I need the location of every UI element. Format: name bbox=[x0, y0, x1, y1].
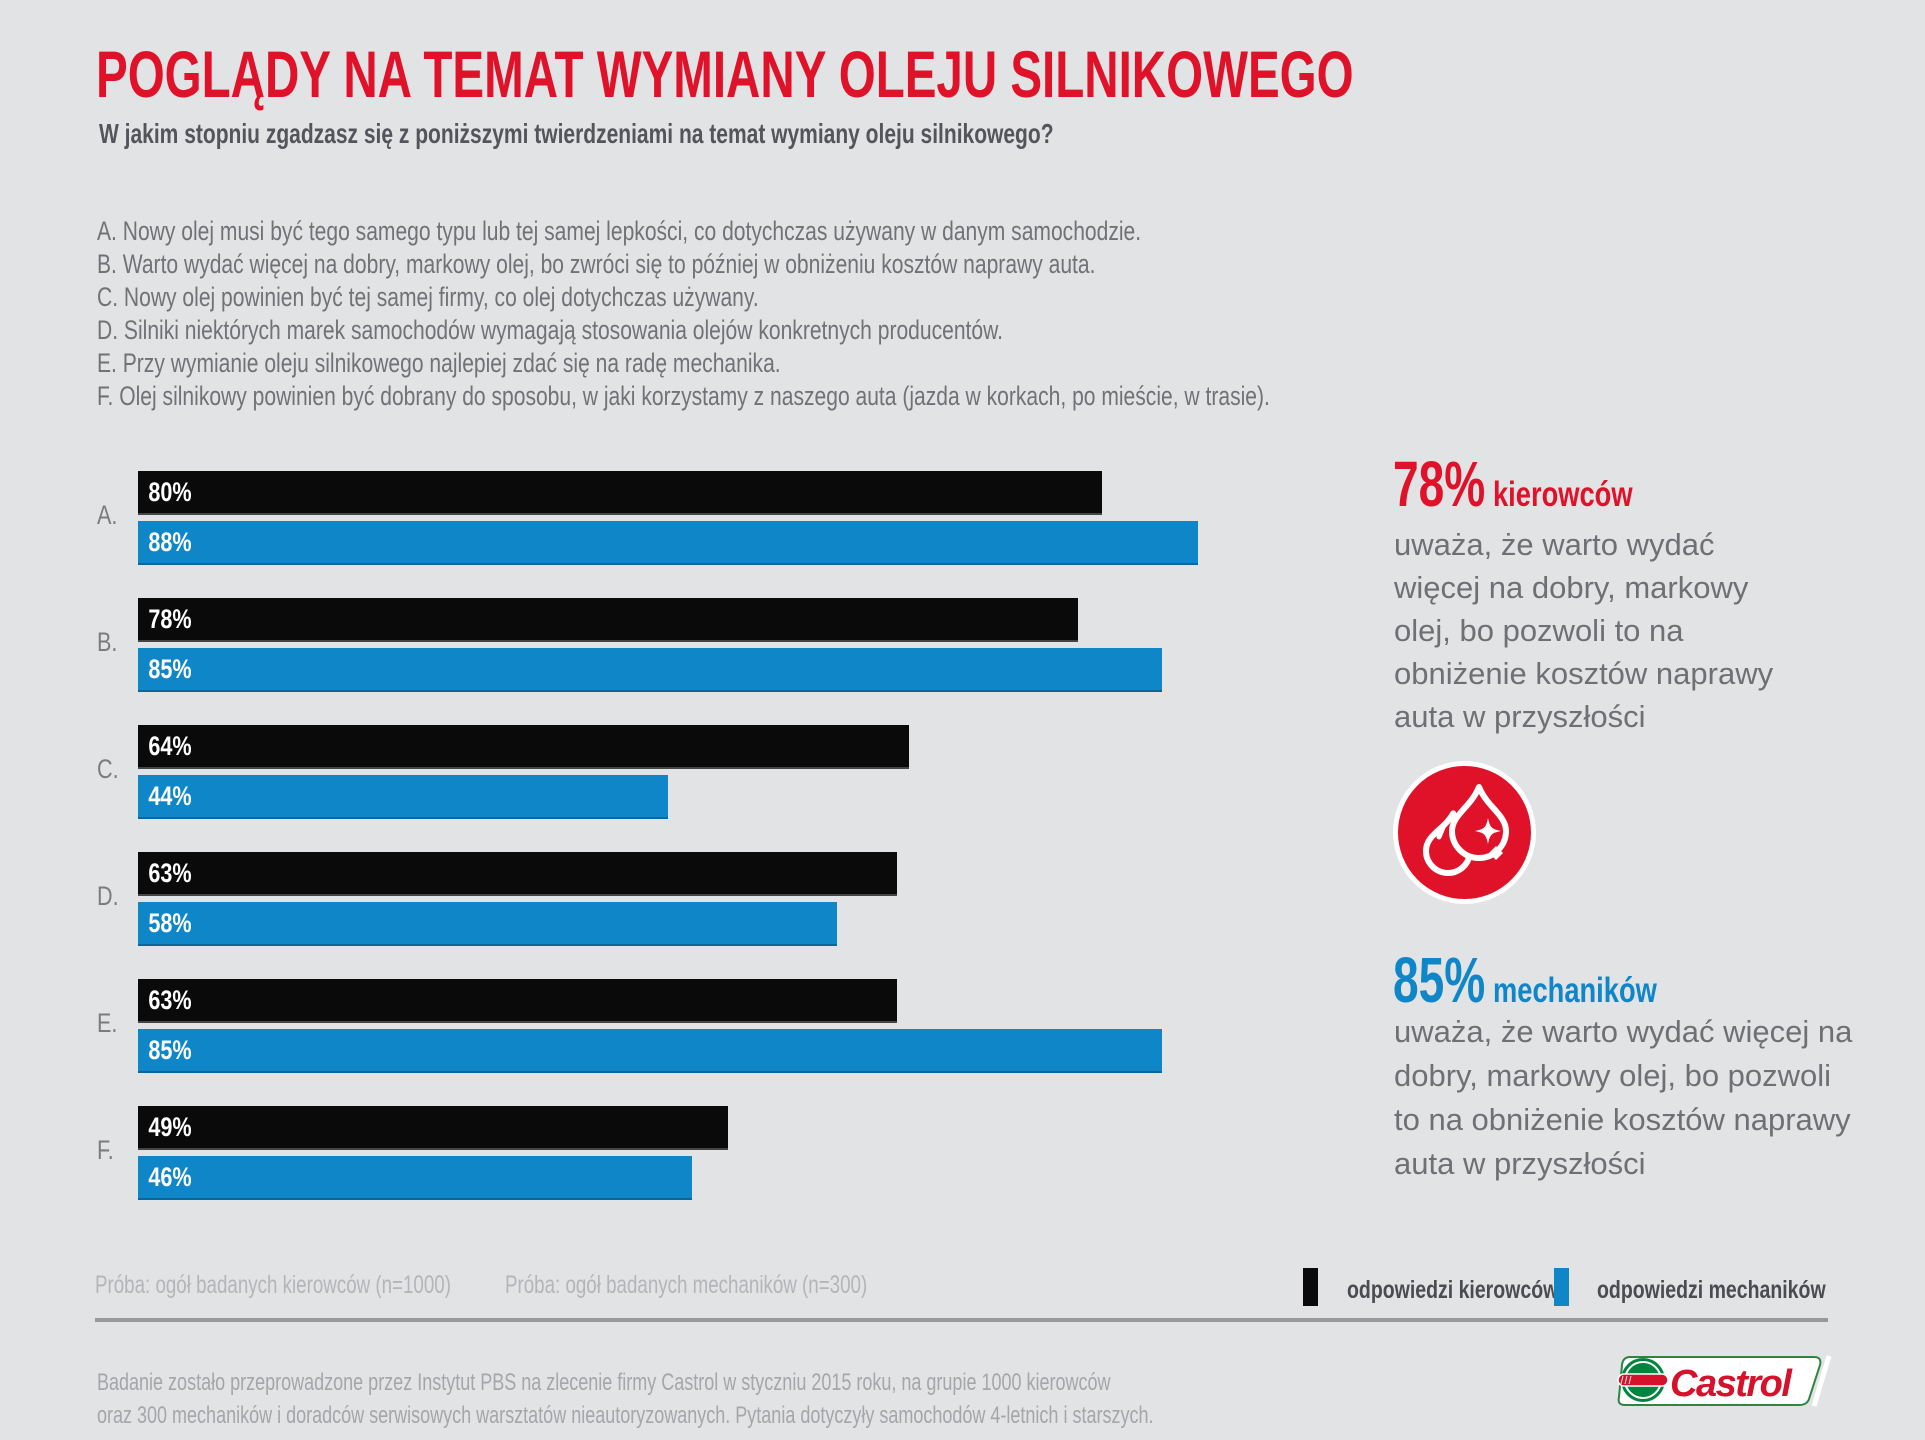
statement-c: C. Nowy olej powinien być tej samej firm… bbox=[97, 282, 759, 312]
bar-value-label: 63% bbox=[148, 857, 192, 888]
bar-row: F. 49% 46% bbox=[97, 1106, 1343, 1200]
bar-value-label: 80% bbox=[148, 476, 192, 507]
category-label: C. bbox=[97, 754, 119, 784]
bar-mechanics: 85% bbox=[138, 648, 1163, 692]
category-label: F. bbox=[97, 1135, 114, 1165]
drivers-percent: 78% bbox=[1393, 448, 1486, 520]
divider-rule bbox=[95, 1318, 1828, 1322]
statements-list: A. Nowy olej musi być tego samego typu l… bbox=[97, 215, 1601, 413]
mechanics-percent: 85% bbox=[1393, 944, 1486, 1016]
bar-drivers: 63% bbox=[138, 979, 898, 1023]
bar-value-label: 46% bbox=[148, 1161, 192, 1192]
page-title: POGLĄDY NA TEMAT WYMIANY OLEJU SILNIKOWE… bbox=[96, 37, 1354, 111]
bar-mechanics: 85% bbox=[138, 1029, 1163, 1073]
category-label: A. bbox=[97, 500, 118, 530]
oil-drops-icon bbox=[1391, 759, 1538, 911]
bar-drivers: 80% bbox=[138, 471, 1102, 515]
bar-value-label: 88% bbox=[148, 526, 192, 557]
bar-chart: A. 80% 88% B. 78% 85% C. 64% 44% D. 63% … bbox=[97, 471, 1343, 1233]
bar-row: D. 63% 58% bbox=[97, 852, 1343, 946]
sample-note-mechanics: Próba: ogół badanych mechaników (n=300) bbox=[505, 1271, 868, 1299]
category-label: E. bbox=[97, 1008, 118, 1038]
bar-value-label: 85% bbox=[148, 1034, 192, 1065]
category-label: B. bbox=[97, 627, 118, 657]
legend-label-mechanics: odpowiedzi mechaników bbox=[1597, 1276, 1826, 1304]
bar-value-label: 58% bbox=[148, 907, 192, 938]
legend-swatch-mechanics bbox=[1554, 1268, 1569, 1306]
footer-note: Badanie zostało przeprowadzone przez Ins… bbox=[97, 1369, 1154, 1429]
castrol-logo: Castrol bbox=[1608, 1355, 1834, 1416]
drivers-highlight-text: uważa, że warto wydać więcej na dobry, m… bbox=[1394, 527, 1774, 734]
statement-b: B. Warto wydać więcej na dobry, markowy … bbox=[97, 249, 1096, 279]
bar-mechanics: 58% bbox=[138, 902, 837, 946]
bar-value-label: 78% bbox=[148, 603, 192, 634]
legend-label-drivers: odpowiedzi kierowców bbox=[1347, 1276, 1559, 1304]
statement-d: D. Silniki niektórych marek samochodów w… bbox=[97, 315, 1004, 345]
bar-drivers: 49% bbox=[138, 1106, 729, 1150]
bar-drivers: 63% bbox=[138, 852, 898, 896]
mechanics-group-label: mechaników bbox=[1493, 971, 1657, 1010]
bar-row: A. 80% 88% bbox=[97, 471, 1343, 565]
statement-e: E. Przy wymianie oleju silnikowego najle… bbox=[97, 348, 781, 378]
page-subtitle: W jakim stopniu zgadzasz się z poniższym… bbox=[99, 118, 1054, 149]
bar-value-label: 44% bbox=[148, 780, 192, 811]
bar-value-label: 64% bbox=[148, 730, 192, 761]
drivers-group-label: kierowców bbox=[1493, 475, 1633, 514]
bar-row: B. 78% 85% bbox=[97, 598, 1343, 692]
statement-a: A. Nowy olej musi być tego samego typu l… bbox=[97, 216, 1142, 246]
bar-row: C. 64% 44% bbox=[97, 725, 1343, 819]
bar-row: E. 63% 85% bbox=[97, 979, 1343, 1073]
category-label: D. bbox=[97, 881, 119, 911]
mechanics-highlight-heading: 85% mechaników bbox=[1393, 948, 1703, 1012]
bar-drivers: 64% bbox=[138, 725, 910, 769]
castrol-wordmark: Castrol bbox=[1670, 1363, 1793, 1405]
bar-mechanics: 46% bbox=[138, 1156, 693, 1200]
bar-mechanics: 44% bbox=[138, 775, 669, 819]
statement-f: F. Olej silnikowy powinien być dobrany d… bbox=[97, 381, 1270, 411]
drivers-highlight-heading: 78% kierowców bbox=[1393, 452, 1672, 516]
bar-value-label: 49% bbox=[148, 1111, 192, 1142]
legend-swatch-drivers bbox=[1303, 1268, 1318, 1306]
sample-note-drivers: Próba: ogół badanych kierowców (n=1000) bbox=[95, 1271, 451, 1299]
bar-value-label: 85% bbox=[148, 653, 192, 684]
bar-drivers: 78% bbox=[138, 598, 1078, 642]
bar-mechanics: 88% bbox=[138, 521, 1199, 565]
bar-value-label: 63% bbox=[148, 984, 192, 1015]
mechanics-highlight-text: uważa, że warto wydać więcej na dobry, m… bbox=[1394, 1014, 1853, 1181]
